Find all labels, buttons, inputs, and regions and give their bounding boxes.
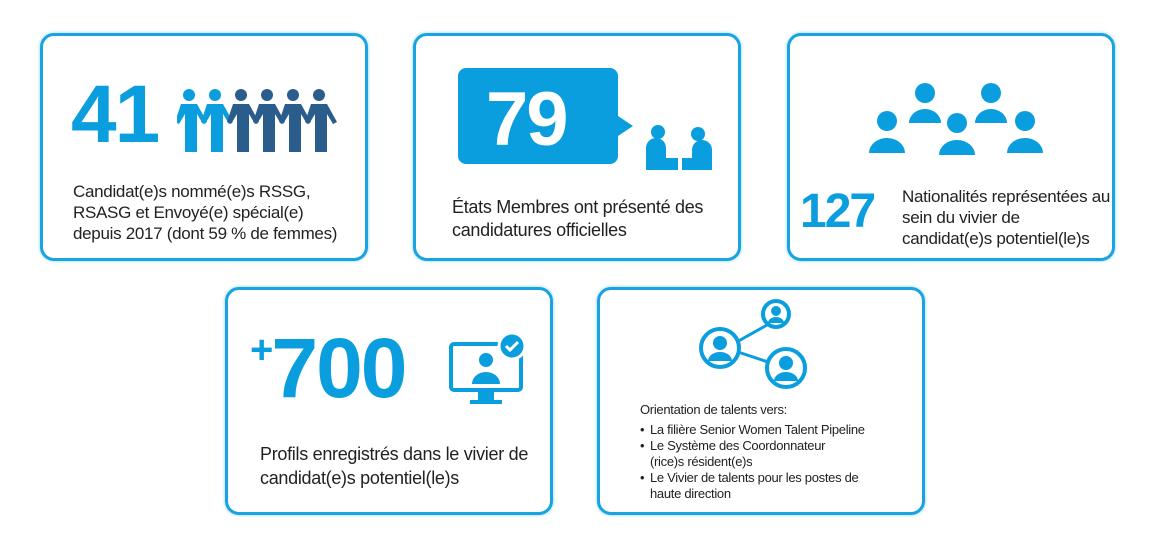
stat-description: Candidat(e)s nommé(e)s RSSG, RSASG et En…: [73, 182, 338, 243]
list-item: La filière Senior Women Talent Pipeline: [640, 422, 920, 438]
stat-number: +700: [250, 321, 408, 415]
card-profiles: +700 Profils enregistrés dans le vivier …: [225, 287, 553, 515]
orientation-list: La filière Senior Women Talent Pipeline …: [640, 422, 920, 502]
person-figure: [305, 89, 337, 152]
orientation-block: Orientation de talents vers: La filière …: [640, 402, 920, 502]
card-talent-orientation: Orientation de talents vers: La filière …: [597, 287, 925, 515]
person-figure: [253, 89, 285, 152]
person-figure: [227, 89, 259, 152]
person-figure: [279, 89, 311, 152]
card-nationalities: 127 Nationalités représentées au sein du…: [787, 33, 1115, 261]
orientation-title: Orientation de talents vers:: [640, 402, 787, 417]
person-figure: [201, 89, 233, 152]
card-member-states: 79 États Membres ont présenté des candid…: [413, 33, 741, 261]
speech-bubble-icon: [458, 68, 633, 164]
card-candidates: 41 Candidat(e)s nommé(e)s RSSG, RSASG et…: [40, 33, 368, 261]
person-figure: [177, 89, 207, 152]
stat-description: États Membres ont présenté des candidatu…: [452, 197, 704, 240]
network-people-icon: [699, 299, 807, 389]
people-holding-hands-icon: [177, 89, 337, 152]
stat-number: 41: [71, 69, 160, 160]
stat-description: Profils enregistrés dans le vivier de ca…: [260, 444, 529, 488]
list-item: Le Système des Coordonnateur (rice)s rés…: [640, 438, 860, 470]
stat-description: Nationalités représentées au sein du viv…: [902, 187, 1111, 248]
stat-number: 79: [486, 77, 569, 162]
list-item: Le Vivier de talents pour les postes de …: [640, 470, 880, 502]
group-people-icon: [869, 83, 1043, 155]
meeting-people-icon: [646, 125, 712, 170]
stat-number: 127: [800, 185, 876, 238]
monitor-profile-check-icon: [449, 332, 527, 404]
